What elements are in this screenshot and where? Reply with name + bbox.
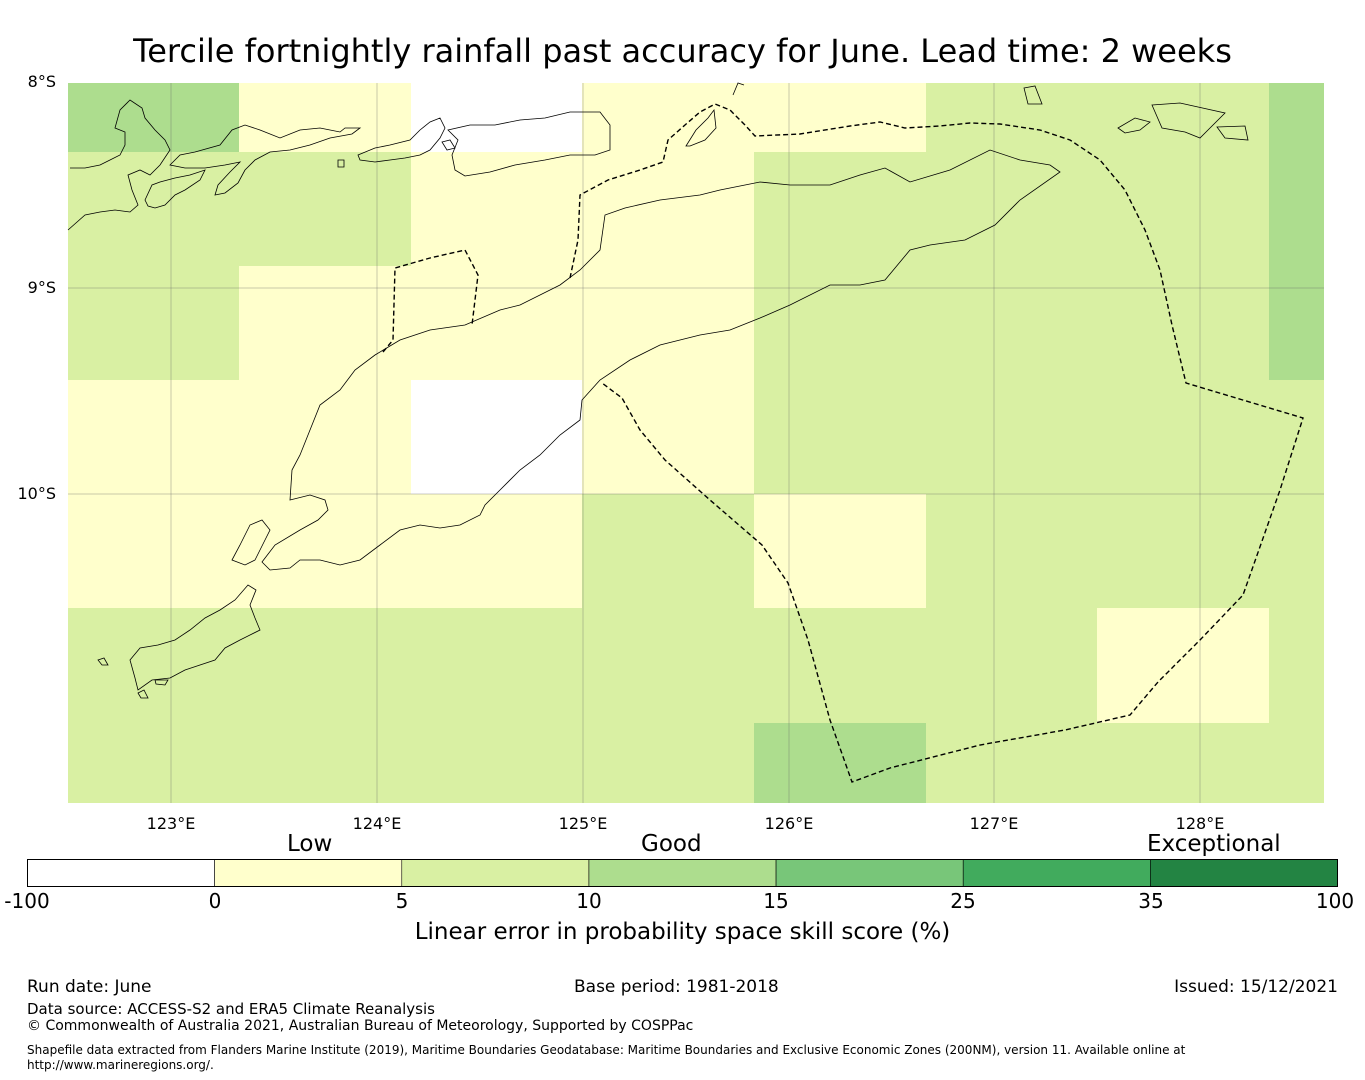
copyright: © Commonwealth of Australia 2021, Austra… (27, 1018, 694, 1034)
colorbar-tick: 10 (576, 889, 602, 913)
lon-label-123e: 123°E (146, 814, 196, 833)
base-period: Base period: 1981-2018 (574, 977, 779, 997)
lat-label-8s: 8°S (27, 72, 56, 91)
colorbar-category-good: Good (641, 831, 702, 857)
coastline (67, 82, 1249, 699)
colorbar-segment (27, 859, 215, 887)
lon-label-124e: 124°E (352, 814, 402, 833)
colorbar-category-low: Low (287, 831, 333, 857)
colorbar-segment (1150, 859, 1338, 887)
lon-label-126e: 126°E (764, 814, 814, 833)
colorbar-segment (962, 859, 1151, 887)
lat-label-9s: 9°S (27, 278, 56, 297)
graticule (68, 83, 1324, 803)
map-title: Tercile fortnightly rainfall past accura… (133, 32, 1232, 70)
lat-label-10s: 10°S (17, 484, 56, 503)
shapefile-note: Shapefile data extracted from Flanders M… (27, 1043, 1186, 1072)
skill-grid (68, 83, 1324, 803)
issued-date: Issued: 15/12/2021 (1174, 977, 1338, 997)
colorbar-segment (401, 859, 590, 887)
maritime-boundary (382, 103, 1304, 783)
colorbar-category-exceptional: Exceptional (1147, 831, 1281, 857)
data-source: Data source: ACCESS-S2 and ERA5 Climate … (27, 1000, 435, 1018)
colorbar-segment (588, 859, 777, 887)
lon-label-128e: 128°E (1175, 814, 1225, 833)
colorbar-tick: 5 (395, 889, 409, 913)
colorbar-tick: 0 (208, 889, 222, 913)
run-date: Run date: June (27, 977, 152, 997)
lon-label-127e: 127°E (969, 814, 1019, 833)
colorbar-tick: 15 (763, 889, 789, 913)
colorbar-segment (775, 859, 964, 887)
lon-label-125e: 125°E (558, 814, 608, 833)
colorbar-tick: 25 (950, 889, 976, 913)
colorbar-label: Linear error in probability space skill … (414, 919, 951, 945)
colorbar-tick: 100 (1315, 889, 1355, 913)
colorbar-tick: 35 (1138, 889, 1164, 913)
colorbar-segment (214, 859, 403, 887)
colorbar-tick: -100 (4, 889, 50, 913)
